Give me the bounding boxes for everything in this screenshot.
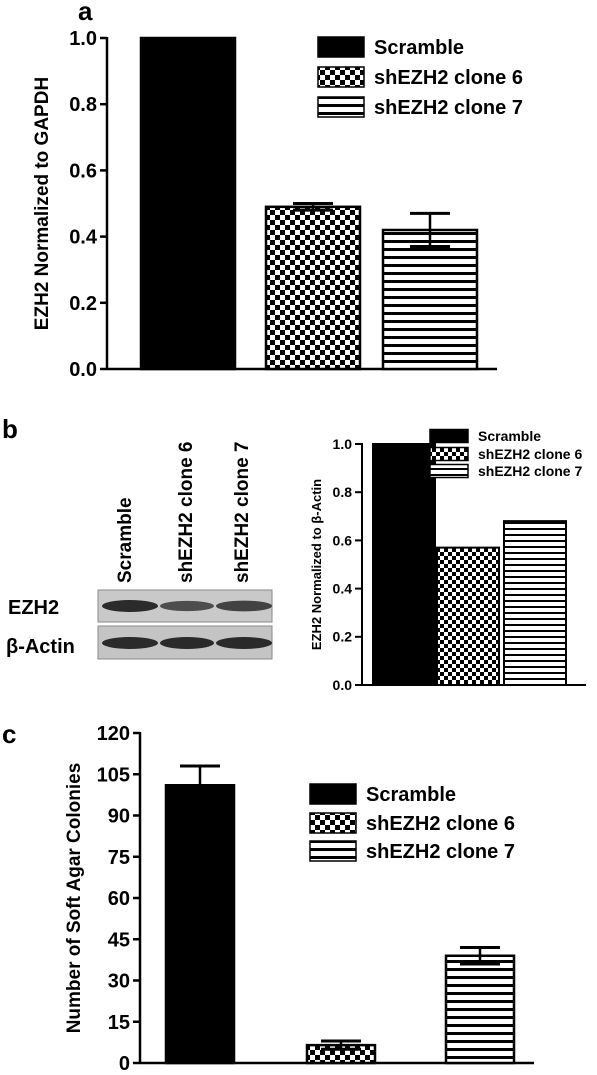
blot-band [102, 600, 158, 612]
blot-row-label: β-Actin [6, 636, 75, 658]
y-tick-label: 1.0 [333, 436, 353, 452]
bar-1 [164, 784, 236, 1065]
y-tick-label: 0.4 [69, 227, 98, 249]
y-tick-label: 120 [97, 723, 130, 745]
y-tick-label: 45 [108, 929, 130, 951]
y-tick-label: 90 [108, 806, 130, 828]
bar-3 [444, 954, 516, 1065]
western-blot: Scramble shEZH2 clone 6 shEZH2 clone 7 E… [6, 442, 273, 660]
legend-swatch [309, 840, 357, 862]
legend-label: shEZH2 clone 6 [478, 446, 582, 462]
y-tick-label: 0 [119, 1053, 130, 1070]
legend-swatch [317, 96, 365, 118]
legend-swatch [429, 428, 469, 444]
y-tick-label: 0.6 [69, 160, 97, 182]
chart-panel-b: 0.0 0.2 0.4 0.6 0.8 1.0 EZH2 Normalized to β-A… [309, 428, 586, 693]
legend-swatch [429, 446, 469, 462]
blot-band [160, 600, 214, 612]
legend-label: shEZH2 clone 7 [374, 97, 523, 119]
y-tick-label: 0.8 [333, 484, 353, 500]
blot-lane-label: shEZH2 clone 6 [176, 442, 197, 584]
chart-panel-a: 0.0 0.2 0.4 0.6 0.8 1.0 EZH2 Normalized to GAP… [32, 28, 523, 381]
blot-bands [102, 600, 272, 649]
y-axis-title: EZH2 Normalized to GAPDH [32, 77, 53, 330]
bar-3 [381, 228, 479, 371]
bar-2 [436, 546, 500, 686]
blot-band [160, 637, 214, 649]
y-tick-label: 15 [108, 1012, 130, 1034]
y-tick-label: 105 [97, 764, 130, 786]
legend-swatch [317, 66, 365, 88]
y-tick-label: 75 [108, 847, 130, 869]
panel-letter-c: c [2, 719, 16, 749]
legend-swatch [309, 812, 357, 834]
y-tick-label: 0.0 [333, 677, 353, 693]
y-tick-label: 0.2 [333, 629, 353, 645]
y-tick-label: 0.2 [69, 293, 97, 315]
panel-letter-a: a [78, 0, 93, 26]
legend-label: Scramble [374, 37, 464, 59]
y-axis-title: EZH2 Normalized to β-Actin [309, 479, 324, 650]
blot-band [102, 637, 158, 649]
y-tick-label: 60 [108, 888, 130, 910]
blot-row-label: EZH2 [8, 597, 59, 619]
bar-1 [139, 36, 237, 371]
y-tick-label: 1.0 [69, 28, 97, 50]
blot-band [216, 600, 272, 612]
y-tick-label: 30 [108, 971, 130, 993]
legend-swatch [317, 36, 365, 58]
chart-panel-c: 0 15 30 45 60 75 90 105 120 Number of Soft Agar C… [64, 723, 534, 1075]
legend-label: Scramble [366, 784, 456, 806]
bar-1 [372, 443, 436, 686]
blot-lane-label: shEZH2 clone 7 [232, 442, 253, 584]
panel-letter-b: b [2, 414, 18, 444]
y-tick-label: 0.4 [333, 581, 353, 597]
blot-band [216, 637, 272, 649]
blot-lane-label: Scramble [115, 497, 136, 583]
legend-label: shEZH2 clone 7 [478, 463, 582, 479]
legend-label: shEZH2 clone 6 [366, 813, 515, 835]
y-tick-label: 0.8 [69, 94, 97, 116]
y-tick-label: 0.0 [69, 359, 97, 381]
legend-swatch [429, 463, 469, 479]
bar-3 [503, 520, 567, 686]
y-axis-title: Number of Soft Agar Colonies [64, 763, 85, 1034]
legend-label: Scramble [478, 428, 541, 444]
y-tick-label: 0.6 [333, 532, 353, 548]
legend-swatch [309, 783, 357, 805]
legend-label: shEZH2 clone 7 [366, 841, 515, 863]
legend-label: shEZH2 clone 6 [374, 67, 523, 89]
bar-2 [264, 205, 362, 371]
